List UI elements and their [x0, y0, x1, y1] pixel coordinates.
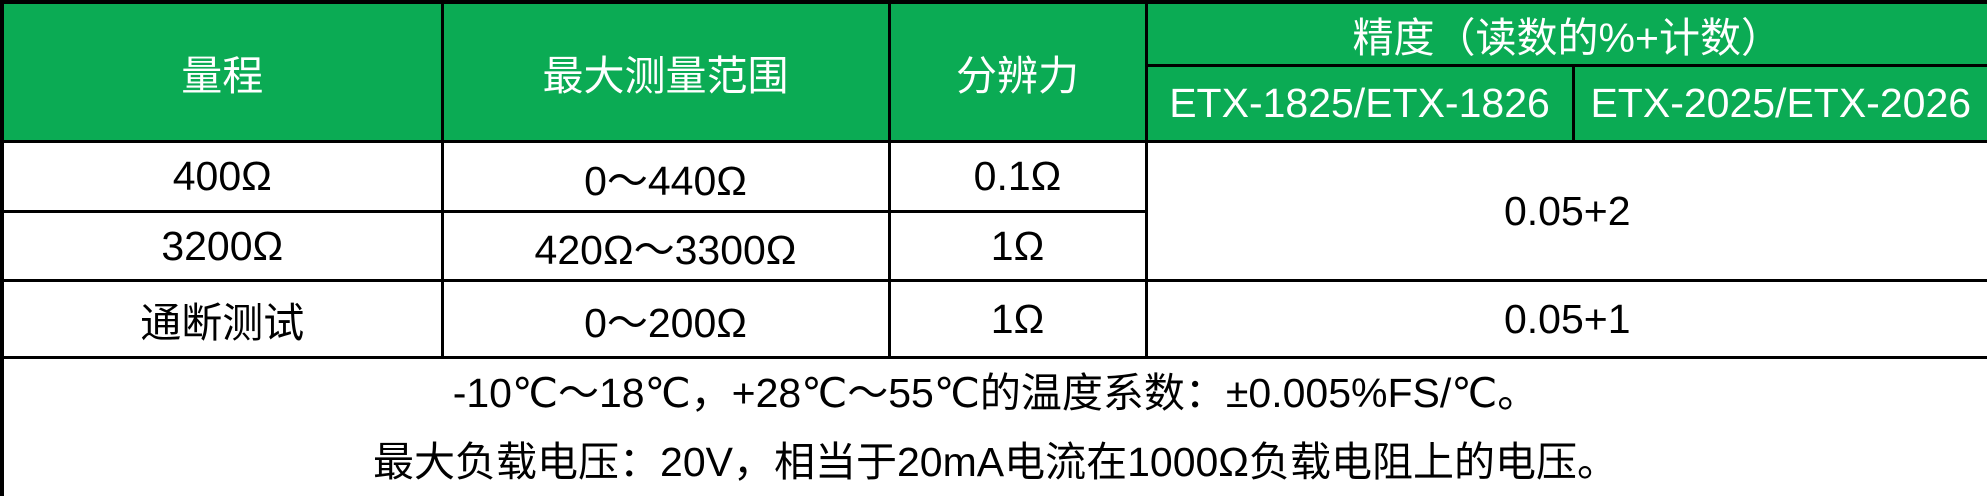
notes-cell: -10℃～18℃，+28℃～55℃的温度系数：±0.005%FS/℃。 最大负载… — [0, 356, 1987, 496]
notes-row: -10℃～18℃，+28℃～55℃的温度系数：±0.005%FS/℃。 最大负载… — [0, 356, 1987, 496]
note-max-load-voltage: 最大负载电压：20V，相当于20mA电流在1000Ω负载电阻上的电压。 — [373, 439, 1618, 486]
header-cell-resolution: 分辨力 — [887, 0, 1148, 143]
table-row: 3200Ω 420Ω～3300Ω 1Ω — [0, 210, 1987, 282]
cell-range: 通断测试 — [0, 279, 444, 359]
note-temperature-coefficient: -10℃～18℃，+28℃～55℃的温度系数：±0.005%FS/℃。 — [452, 370, 1539, 417]
cell-max-range: 420Ω～3300Ω — [440, 210, 891, 282]
cell-max-range: 0～200Ω — [440, 279, 891, 359]
cell-range: 400Ω — [0, 140, 444, 213]
cell-max-range: 0～440Ω — [440, 140, 891, 213]
header-row-main: 量程 最大测量范围 分辨力 精度（读数的%+计数） — [0, 0, 1987, 143]
cell-resolution: 0.1Ω — [887, 140, 1148, 213]
header-cell-model-group-1: ETX-1825/ETX-1826 — [1144, 64, 1575, 143]
header-cell-max-range: 最大测量范围 — [440, 0, 891, 143]
cell-accuracy-merged: 0.05+2 — [1144, 140, 1987, 282]
header-cell-model-group-2: ETX-2025/ETX-2026 — [1571, 64, 1987, 143]
table-row: 通断测试 0～200Ω 1Ω 0.05+1 — [0, 279, 1987, 359]
table-row: 400Ω 0～440Ω 0.1Ω 0.05+2 — [0, 140, 1987, 282]
header-row-models: ETX-1825/ETX-1826 ETX-2025/ETX-2026 — [2, 64, 1987, 143]
cell-resolution: 1Ω — [887, 279, 1148, 359]
cell-resolution: 1Ω — [887, 210, 1148, 282]
header-cell-accuracy: 精度（读数的%+计数） — [1144, 0, 1987, 67]
cell-range: 3200Ω — [0, 210, 444, 282]
header-cell-range: 量程 — [0, 0, 444, 143]
cell-accuracy: 0.05+1 — [1144, 279, 1987, 359]
